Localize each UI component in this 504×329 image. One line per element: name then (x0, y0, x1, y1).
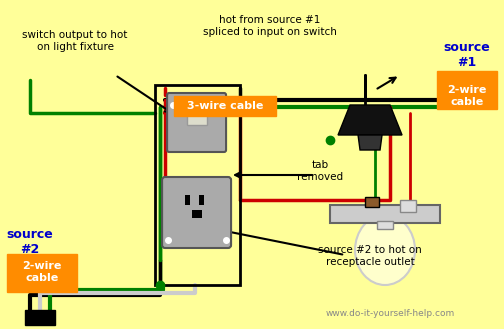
Polygon shape (338, 105, 402, 135)
FancyBboxPatch shape (7, 254, 77, 292)
Text: switch output to hot
on light fixture: switch output to hot on light fixture (22, 30, 128, 52)
Bar (377, 221, 393, 229)
Polygon shape (358, 135, 382, 150)
Bar (155, 85, 240, 285)
Text: www.do-it-yourself-help.com: www.do-it-yourself-help.com (326, 309, 455, 318)
Bar (199, 195, 204, 205)
FancyBboxPatch shape (437, 71, 497, 109)
Bar (400, 200, 416, 212)
Bar (330, 205, 440, 223)
Text: tab
removed: tab removed (297, 160, 343, 182)
Text: 2-wire
cable: 2-wire cable (22, 261, 62, 283)
Text: source #2 to hot on
receptacle outlet: source #2 to hot on receptacle outlet (318, 245, 422, 266)
Text: hot from source #1
spliced to input on switch: hot from source #1 spliced to input on s… (203, 15, 337, 37)
Polygon shape (25, 310, 55, 325)
FancyBboxPatch shape (162, 177, 231, 248)
Bar (185, 195, 190, 205)
Text: source
#2: source #2 (7, 228, 53, 256)
FancyBboxPatch shape (167, 93, 226, 152)
Bar (365, 197, 379, 207)
Ellipse shape (355, 215, 415, 285)
Bar (192, 210, 202, 218)
FancyBboxPatch shape (174, 96, 276, 116)
Bar (187, 110, 207, 125)
Text: 2-wire
cable: 2-wire cable (448, 85, 487, 107)
Text: source
#1: source #1 (444, 41, 490, 69)
Text: 3-wire cable: 3-wire cable (187, 101, 263, 111)
